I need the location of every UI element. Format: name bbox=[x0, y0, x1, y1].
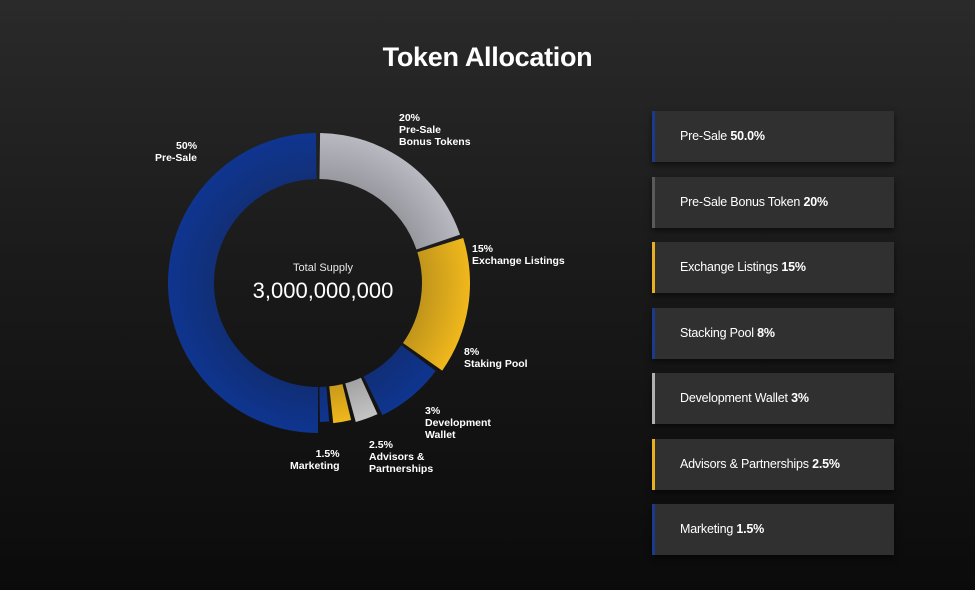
legend-item-text: Marketing 1.5% bbox=[680, 504, 764, 555]
slice-name-line: Exchange Listings bbox=[472, 255, 565, 267]
slice-advisors-partnerships bbox=[329, 384, 352, 424]
legend-item-text: Advisors & Partnerships 2.5% bbox=[680, 439, 840, 490]
slice-percent: 2.5% bbox=[369, 439, 393, 451]
legend-item-text: Pre-Sale Bonus Token 20% bbox=[680, 177, 828, 228]
slice-name-line: Partnerships bbox=[369, 463, 434, 475]
slice-label-pre-sale-bonus-tokens: 20% Pre-Sale Bonus Tokens bbox=[399, 112, 471, 148]
legend-item: Pre-Sale Bonus Token 20% bbox=[652, 177, 894, 228]
legend-value: 50.0% bbox=[730, 129, 765, 143]
slice-name-line: Staking Pool bbox=[464, 358, 528, 370]
slice-label-advisors-partnerships: 2.5% Advisors & Partnerships bbox=[369, 439, 433, 475]
slice-staking-pool bbox=[363, 345, 436, 416]
legend-label: Pre-Sale Bonus Token bbox=[680, 195, 804, 209]
legend-value: 1.5% bbox=[736, 522, 765, 536]
legend-item: Development Wallet 3% bbox=[652, 373, 894, 424]
slice-name-line: Wallet bbox=[425, 429, 456, 441]
slice-percent: 15% bbox=[472, 243, 494, 255]
legend-item-text: Stacking Pool 8% bbox=[680, 308, 775, 359]
legend-item: Pre-Sale 50.0% bbox=[652, 111, 894, 162]
legend-label: Development Wallet bbox=[680, 391, 792, 405]
legend-item: Marketing 1.5% bbox=[652, 504, 894, 555]
legend-item: Exchange Listings 15% bbox=[652, 242, 894, 293]
legend-item-text: Development Wallet 3% bbox=[680, 373, 809, 424]
legend-label: Marketing bbox=[680, 522, 737, 536]
legend-label: Pre-Sale bbox=[680, 129, 731, 143]
slice-pre-sale-bonus-tokens bbox=[319, 133, 460, 250]
slice-marketing bbox=[319, 386, 330, 422]
slice-label-staking-pool: 8% Staking Pool bbox=[464, 346, 528, 370]
legend-value: 3% bbox=[791, 391, 809, 405]
slice-percent: 8% bbox=[464, 346, 480, 358]
legend-item: Stacking Pool 8% bbox=[652, 308, 894, 359]
legend-value: 2.5% bbox=[812, 457, 840, 471]
slice-percent: 50% bbox=[176, 140, 198, 152]
slice-exchange-listings bbox=[402, 238, 470, 371]
legend-label: Advisors & Partnerships bbox=[680, 457, 813, 471]
slice-label-pre-sale: 50% Pre-Sale bbox=[155, 140, 197, 164]
slice-percent: 3% bbox=[425, 405, 441, 417]
slice-label-marketing: 1.5% Marketing bbox=[290, 448, 340, 472]
slice-percent: 1.5% bbox=[315, 448, 340, 460]
page-title: Token Allocation bbox=[382, 42, 593, 72]
legend-value: 15% bbox=[781, 260, 806, 274]
legend-item-text: Exchange Listings 15% bbox=[680, 242, 806, 293]
slice-percent: 20% bbox=[399, 112, 421, 124]
slice-development-wallet bbox=[345, 377, 378, 422]
slice-name-line: Development bbox=[425, 417, 491, 429]
legend-value: 20% bbox=[803, 195, 828, 209]
legend-item: Advisors & Partnerships 2.5% bbox=[652, 439, 894, 490]
legend-item-text: Pre-Sale 50.0% bbox=[680, 111, 765, 162]
slice-name-line: Pre-Sale bbox=[399, 124, 442, 136]
slice-name-line: Advisors & bbox=[369, 451, 425, 463]
legend-value: 8% bbox=[757, 326, 775, 340]
legend-label: Stacking Pool bbox=[680, 326, 758, 340]
total-supply-label: Total Supply bbox=[293, 262, 353, 274]
slice-pre-sale bbox=[167, 133, 318, 433]
slice-name-line: Bonus Tokens bbox=[399, 136, 471, 148]
slice-name-line: Pre-Sale bbox=[155, 152, 198, 164]
slice-name-line: Marketing bbox=[290, 460, 340, 472]
slice-label-development-wallet: 3% Development Wallet bbox=[425, 405, 491, 441]
legend-label: Exchange Listings bbox=[680, 260, 782, 274]
slice-label-exchange-listings: 15% Exchange Listings bbox=[472, 243, 565, 267]
total-supply-value: 3,000,000,000 bbox=[252, 278, 394, 303]
